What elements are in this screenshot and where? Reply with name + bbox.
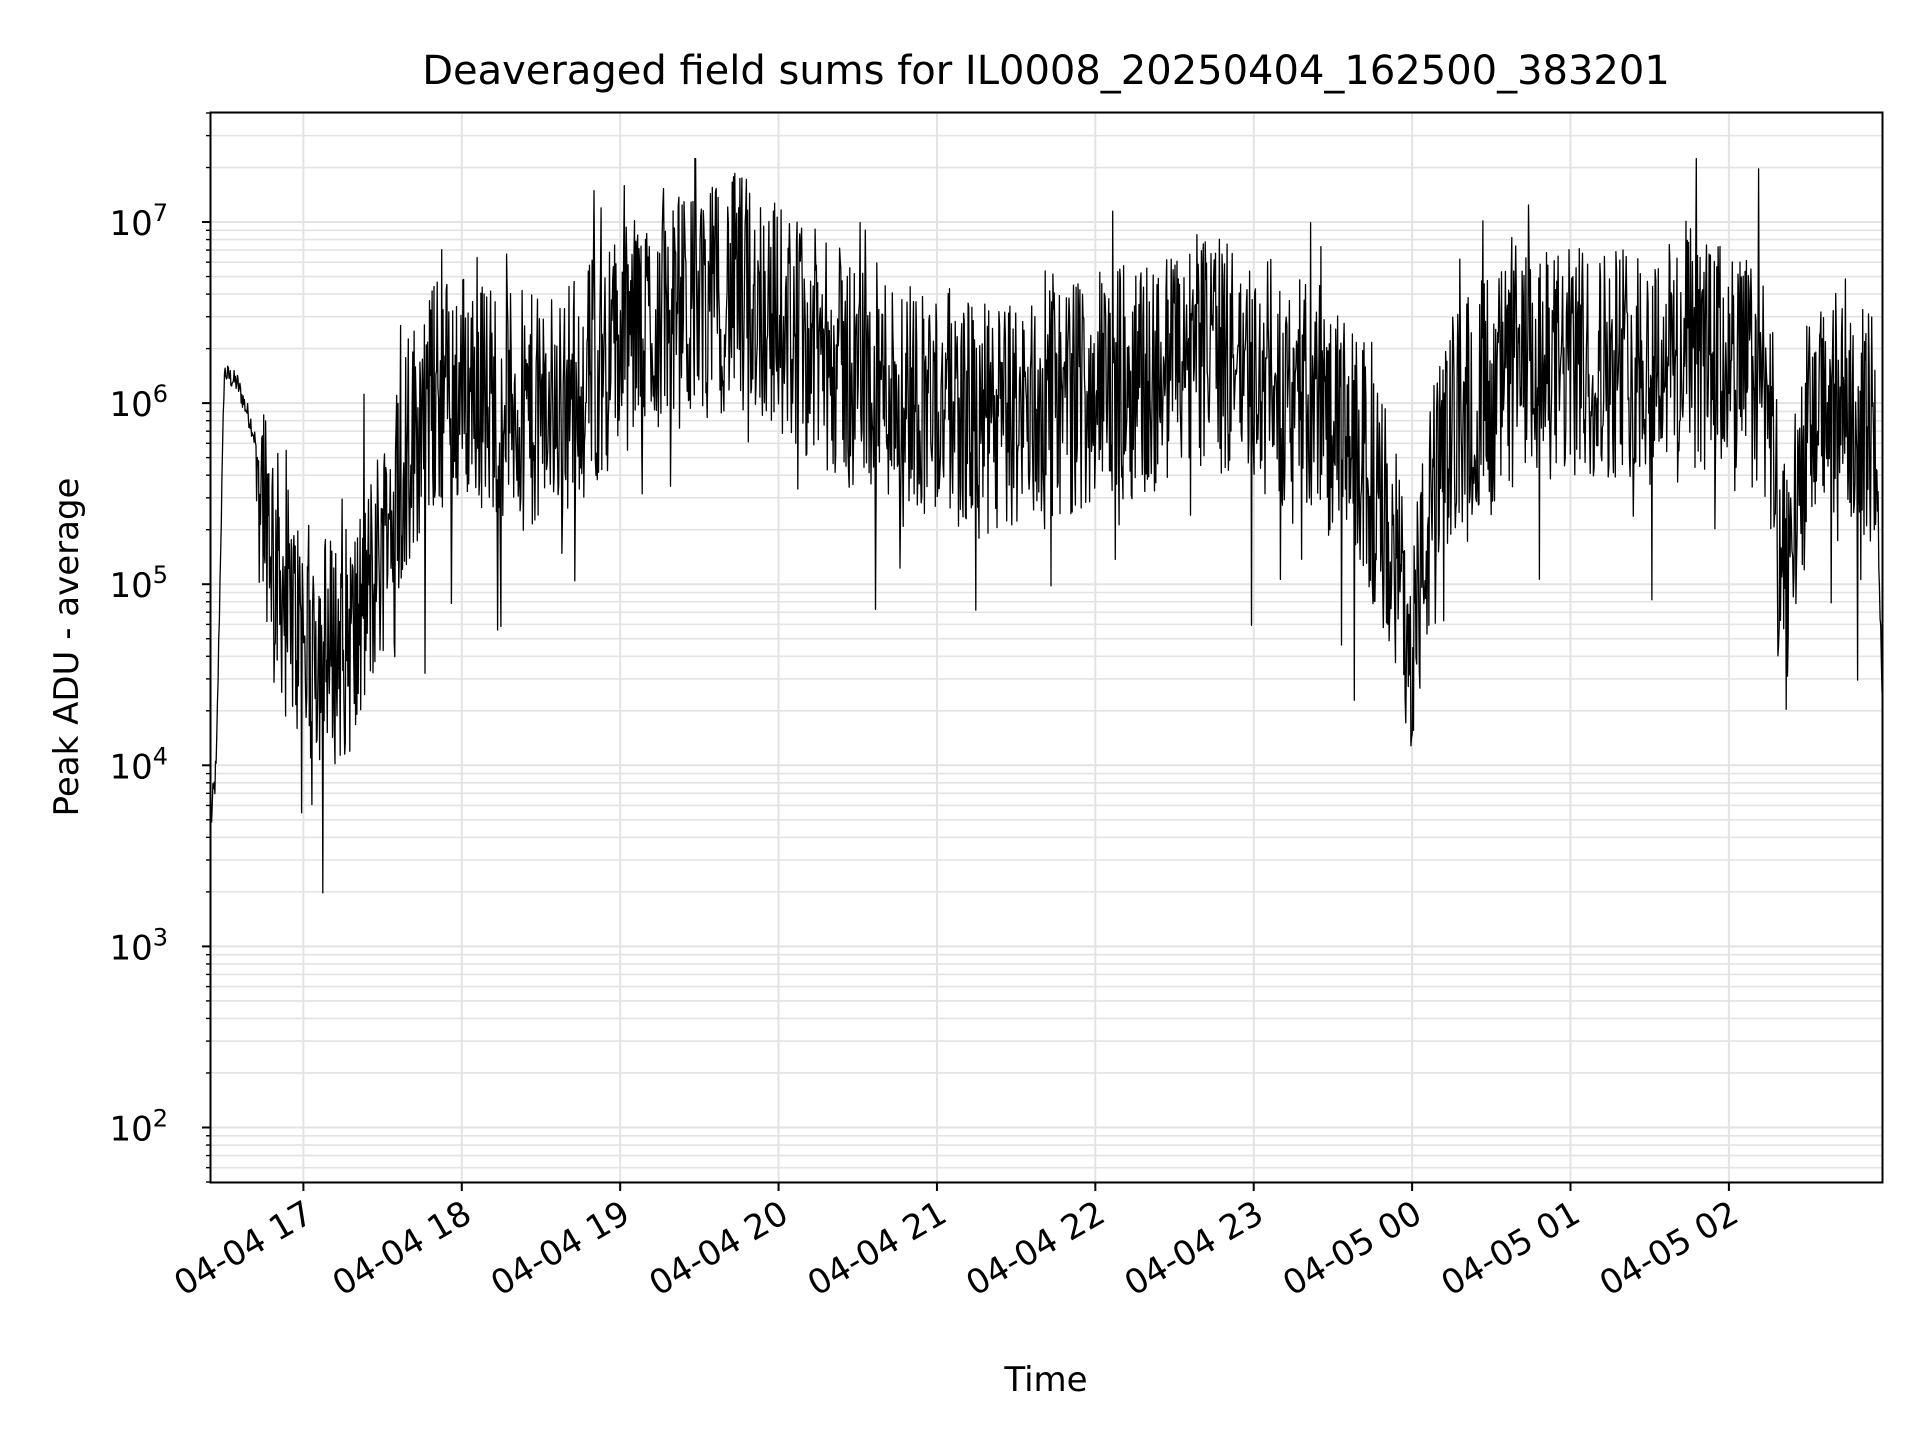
y-tick-label: 102 — [109, 1104, 168, 1149]
chart-title: Deaveraged field sums for IL0008_2025040… — [422, 48, 1670, 94]
y-tick-label: 107 — [109, 199, 168, 244]
y-tick-label: 106 — [109, 380, 168, 425]
y-tick-base: 10 — [109, 385, 152, 425]
y-tick-base: 10 — [109, 204, 152, 244]
y-tick-exponent: 4 — [153, 742, 168, 770]
y-tick-exponent: 3 — [153, 923, 168, 951]
y-tick-exponent: 6 — [153, 380, 168, 408]
data-series — [210, 157, 1883, 894]
y-tick-exponent: 5 — [153, 561, 168, 589]
y-tick-base: 10 — [109, 928, 152, 968]
y-tick-base: 10 — [109, 747, 152, 787]
y-tick-label: 105 — [109, 561, 168, 606]
x-axis-label: Time — [1003, 1360, 1087, 1400]
y-tick-base: 10 — [109, 566, 152, 606]
y-tick-exponent: 7 — [153, 199, 168, 227]
y-tick-label: 103 — [109, 923, 168, 968]
y-tick-exponent: 2 — [153, 1104, 168, 1132]
plot-frame — [209, 111, 1884, 1184]
y-tick-base: 10 — [109, 1109, 152, 1149]
y-tick-label: 104 — [109, 742, 168, 787]
y-axis-label: Peak ADU - average — [47, 478, 87, 817]
series-line — [210, 157, 1883, 894]
